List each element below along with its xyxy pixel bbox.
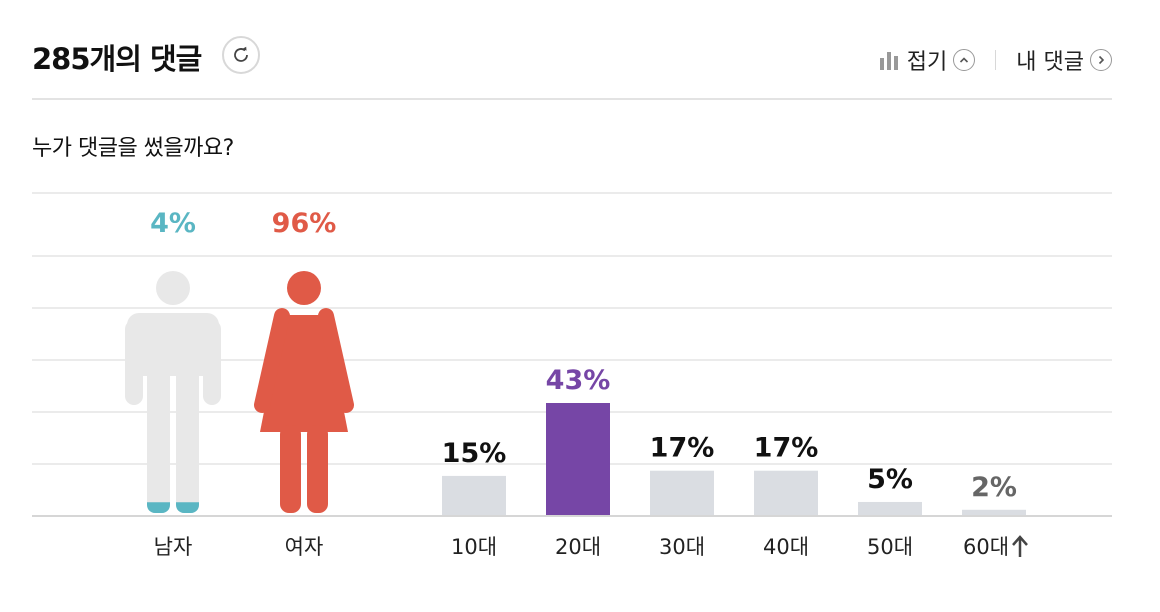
age-value-label: 17% (754, 433, 819, 464)
bar-chart-icon (879, 52, 898, 70)
age-bar (858, 501, 922, 515)
chevron-right-icon (1090, 49, 1112, 71)
age-category-label: 40대 (763, 535, 809, 559)
age-category-label: 20대 (555, 535, 601, 559)
male-fill (147, 502, 170, 513)
age-bar (754, 470, 818, 515)
gender-category-label: 남자 (154, 535, 193, 559)
comment-title-suffix: 개의 댓글 (89, 42, 203, 76)
gender-value-label: 96% (272, 208, 337, 239)
age-value-label: 17% (650, 433, 715, 464)
refresh-button[interactable] (222, 36, 260, 74)
collapse-label: 접기 (906, 50, 948, 75)
age-bar (650, 470, 714, 515)
age-value-label: 5% (867, 464, 913, 495)
age-category-label: 50대 (867, 535, 913, 559)
age-bar (546, 403, 610, 515)
gridline (32, 359, 1112, 361)
gridline (32, 192, 1112, 194)
arrow-up-icon (1012, 535, 1028, 557)
male-figure-icon (125, 271, 221, 513)
age-category-label: 10대 (451, 535, 497, 559)
divider (995, 50, 997, 70)
gridline (32, 255, 1112, 257)
gender-category-label: 여자 (285, 535, 324, 559)
comment-count: 285 (32, 42, 91, 76)
comments-title: 285개의 댓글 (32, 36, 203, 78)
header-divider (32, 98, 1112, 100)
refresh-icon (234, 46, 248, 62)
age-category-label: 30대 (659, 535, 705, 559)
age-category-label: 60대 (963, 535, 1009, 559)
demographics-chart: 4% 남자 96% 여자 15% 10대 43% 20대 17% 30대 17% 40대 5% 50대 2%… (32, 192, 1112, 559)
comments-header: 285개의 댓글 접기 내 댓글 (32, 30, 1112, 98)
female-figure-icon (254, 271, 354, 513)
age-bar (442, 475, 506, 515)
male-fill (176, 502, 199, 513)
gender-value-label: 4% (150, 208, 196, 239)
age-value-label: 2% (971, 472, 1017, 503)
baseline (32, 515, 1112, 517)
my-comments-label: 내 댓글 (1016, 50, 1084, 75)
age-bar (962, 509, 1026, 515)
chevron-up-icon (953, 49, 976, 71)
my-comments-button[interactable]: 내 댓글 (1016, 44, 1112, 76)
chart-question: 누가 댓글을 썼을까요? (32, 136, 234, 161)
gridline (32, 307, 1112, 309)
collapse-button[interactable]: 접기 (879, 44, 976, 76)
age-value-label: 43% (546, 365, 611, 396)
age-value-label: 15% (442, 438, 507, 469)
